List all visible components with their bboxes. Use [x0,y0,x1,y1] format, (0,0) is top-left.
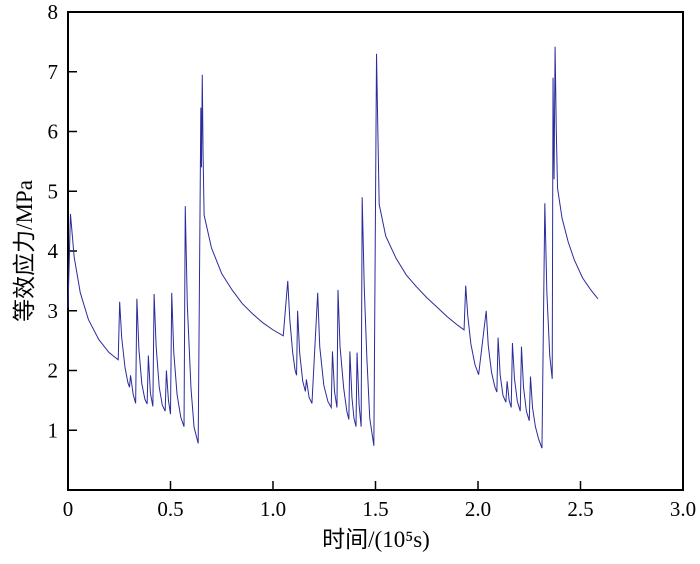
y-tick-label: 8 [48,0,59,24]
y-tick-label: 2 [48,359,59,383]
y-tick-label: 7 [48,60,59,84]
y-tick-label: 3 [48,299,59,323]
x-tick-label: 2.0 [465,497,491,521]
data-series [67,46,599,449]
axis-ticks [67,11,684,490]
y-tick-label: 5 [48,179,59,203]
y-tick-label: 6 [48,120,59,144]
x-axis-label: 时间/(10⁵s) [322,527,430,552]
x-tick-label: 3.0 [670,497,696,521]
y-axis-label: 等效应力/MPa [12,180,37,322]
x-tick-label: 1.5 [362,497,388,521]
y-tick-label: 4 [48,239,59,263]
axis-tick-labels: 0 0.5 1.0 1.5 2.0 2.5 3.0 1 2 3 4 5 6 7 8 [48,0,697,521]
x-tick-label: 2.5 [567,497,593,521]
x-tick-label: 1.0 [260,497,286,521]
series-path [67,46,599,449]
y-tick-label: 1 [48,418,59,442]
x-tick-label: 0 [63,497,74,521]
x-tick-label: 0.5 [157,497,183,521]
